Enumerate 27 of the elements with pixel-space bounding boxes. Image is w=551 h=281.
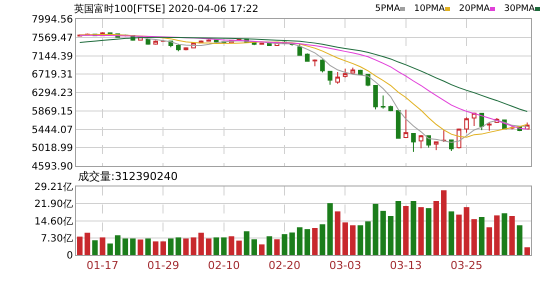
y-tick-label: 7994.56 <box>32 14 73 26</box>
y-tick-label: 14.60亿 <box>34 216 73 228</box>
x-tick-label: 03-13 <box>390 259 422 272</box>
legend-label: 20PMA <box>459 4 491 14</box>
y-tick-label: 7.30亿 <box>40 233 73 244</box>
x-tick-label: 03-03 <box>329 259 362 272</box>
y-tick-label: 29.21亿 <box>34 182 73 193</box>
x-tick-label: 02-10 <box>208 259 240 272</box>
x-tick-label: 01-17 <box>86 259 119 272</box>
x-tick-label: 01-29 <box>147 259 180 272</box>
chart-title: 英国富时100[FTSE] 2020-04-06 17:22 <box>74 3 259 15</box>
text: 成交量:312390240 <box>78 170 178 183</box>
legend-label: 5PMA <box>375 4 401 14</box>
y-tick-label: 5869.15 <box>32 106 73 118</box>
y-tick-label: 7144.39 <box>32 51 73 62</box>
y-tick-label: 7569.47 <box>32 32 73 44</box>
y-tick-label: 21.90亿 <box>34 199 73 210</box>
y-tick-label: 6294.23 <box>32 88 73 99</box>
y-tick-label: 5018.99 <box>32 143 73 154</box>
y-tick-label: 0 <box>66 250 73 262</box>
legend-label: 10PMA <box>414 4 446 14</box>
y-tick-label: 6719.31 <box>32 70 73 81</box>
legend-label: 30PMA <box>504 4 536 14</box>
x-tick-label: 03-25 <box>450 259 483 272</box>
y-tick-label: 4593.90 <box>32 162 73 172</box>
y-tick-label: 5444.07 <box>32 124 73 136</box>
x-tick-label: 02-20 <box>268 259 301 272</box>
